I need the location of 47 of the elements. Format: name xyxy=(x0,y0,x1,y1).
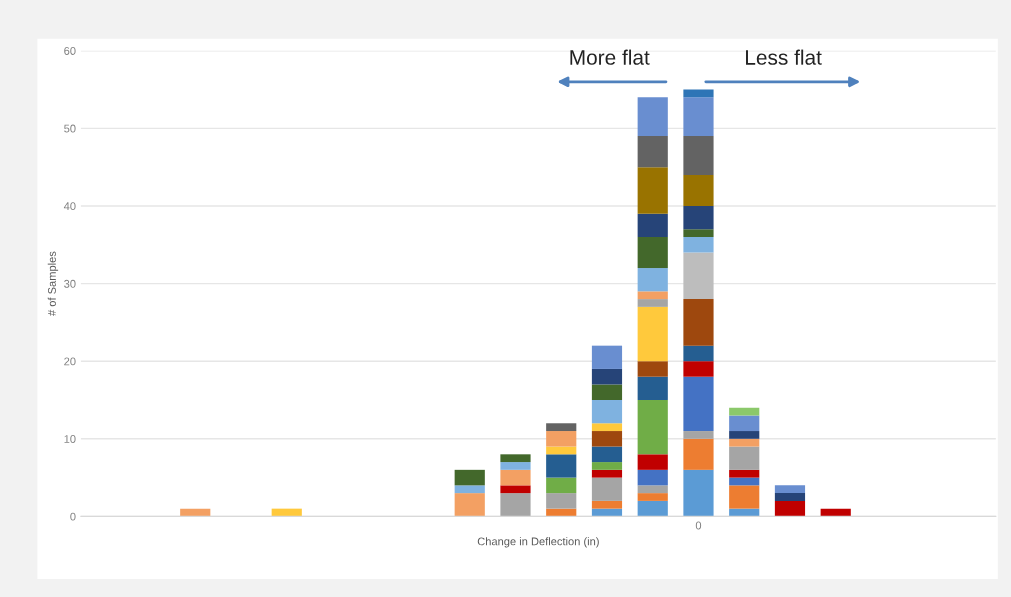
bar xyxy=(683,345,714,362)
bar xyxy=(683,205,714,230)
bar xyxy=(591,368,623,385)
bar xyxy=(591,399,623,424)
bar xyxy=(591,446,623,463)
y-tick-label: 0 xyxy=(70,512,76,521)
bar xyxy=(591,477,623,501)
y-tick-label: 40 xyxy=(63,202,76,211)
bar xyxy=(729,407,760,416)
bar xyxy=(729,485,760,509)
bar xyxy=(683,252,714,300)
annotation: More flat xyxy=(570,49,650,65)
bar xyxy=(591,423,623,432)
bar xyxy=(683,431,714,439)
bar xyxy=(591,431,623,447)
bar xyxy=(683,89,714,98)
bar xyxy=(637,454,668,470)
bar xyxy=(637,500,668,517)
bar xyxy=(729,508,760,517)
x-axis-title: Change in Deflection (in) xyxy=(477,537,599,548)
bar xyxy=(546,477,577,494)
bar xyxy=(683,438,714,470)
bar xyxy=(683,469,714,517)
y-tick-label: 60 xyxy=(64,47,76,55)
bar xyxy=(683,361,714,377)
y-tick-label: 20 xyxy=(64,357,76,366)
bar xyxy=(637,493,668,501)
bar xyxy=(637,399,668,455)
y-axis-title: # of Samples xyxy=(47,251,59,316)
bar xyxy=(591,384,623,400)
bar xyxy=(637,97,668,137)
bar xyxy=(683,299,714,346)
bar xyxy=(683,237,714,253)
bar xyxy=(591,462,623,470)
bar xyxy=(683,229,714,238)
bar xyxy=(637,469,668,486)
y-tick-label: 50 xyxy=(64,124,76,133)
y-tick-label: 30 xyxy=(64,279,76,288)
bar xyxy=(637,136,668,168)
bar xyxy=(546,431,577,447)
bar xyxy=(591,508,623,517)
bar xyxy=(591,500,623,509)
bar xyxy=(683,376,714,432)
bar xyxy=(637,485,668,494)
y-tick-label: 10 xyxy=(64,435,76,443)
bar xyxy=(729,438,760,447)
annotation: Less flat xyxy=(746,49,822,65)
